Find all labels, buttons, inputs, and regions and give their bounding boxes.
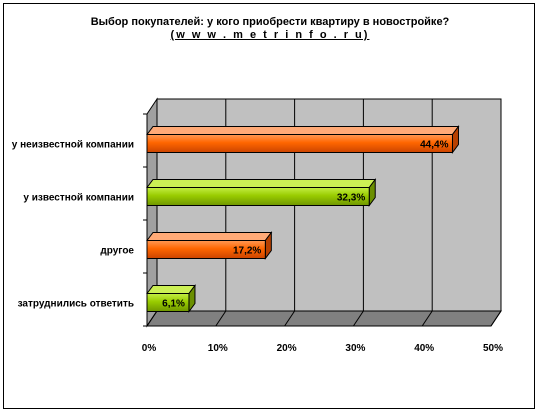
bar-top	[146, 232, 273, 241]
category-label: затруднились ответить	[18, 299, 134, 310]
chart-subtitle: (w w w . m e t r i n f o . r u)	[170, 29, 370, 41]
chart-title: Выбор покупателей: у кого приобрести ква…	[90, 16, 450, 28]
floor	[146, 310, 502, 327]
data-label: 17,2%	[233, 246, 261, 257]
plot-area: 44,4% у неизвестной компании 32,3% у извест…	[12, 97, 503, 354]
x-tick-label: 0%	[142, 343, 157, 354]
data-label: 6,1%	[162, 299, 185, 310]
category-label: другое	[100, 246, 134, 257]
floor-gridline	[490, 310, 502, 327]
floor-gridline	[421, 310, 433, 327]
data-label: 32,3%	[337, 193, 365, 204]
bar	[146, 293, 190, 312]
bar-top	[146, 179, 377, 188]
bar-top	[146, 126, 460, 135]
bar	[146, 240, 266, 259]
chart-title-block: Выбор покупателей: у кого приобрести ква…	[0, 16, 540, 42]
data-label: 44,4%	[420, 140, 448, 151]
bar	[146, 134, 453, 153]
floor-gridline	[352, 310, 364, 327]
x-tick-label: 50%	[483, 343, 503, 354]
category-label: у неизвестной компании	[12, 140, 134, 151]
x-tick-label: 40%	[414, 343, 434, 354]
floor-gridline	[284, 310, 296, 327]
category-label: у известной компании	[23, 193, 134, 204]
x-tick-label: 30%	[345, 343, 365, 354]
floor-gridline	[146, 310, 158, 327]
x-tick-label: 20%	[277, 343, 297, 354]
bar	[146, 187, 370, 206]
bar-top	[146, 285, 196, 294]
x-tick-label: 10%	[208, 343, 228, 354]
floor-gridline	[215, 310, 227, 327]
